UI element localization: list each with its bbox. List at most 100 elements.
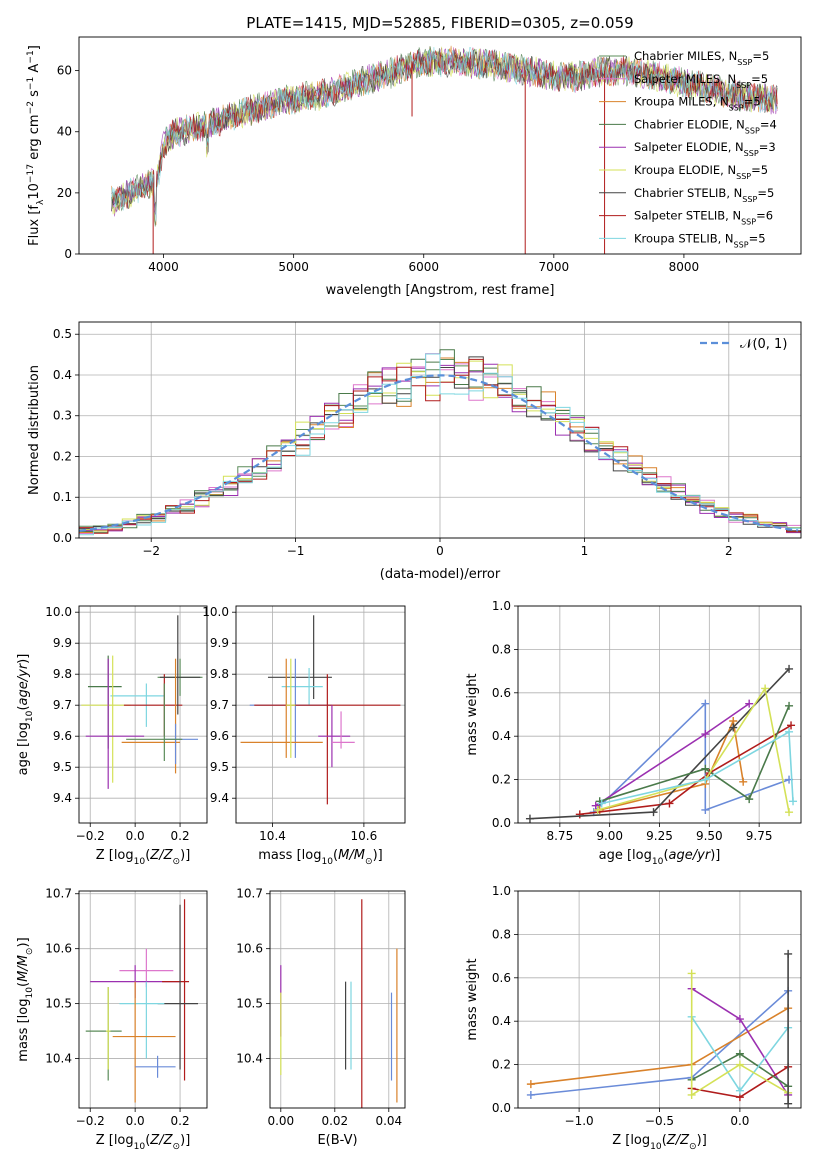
label-part: 10: [652, 857, 664, 867]
plot-area: [85, 899, 199, 1103]
weight-marker: [784, 1099, 793, 1108]
y-tick-label: 0.0: [53, 531, 72, 545]
label-part: (: [16, 982, 31, 987]
label-part: (: [145, 1133, 150, 1148]
x-tick-label: 5000: [278, 260, 309, 274]
y-tick-label: 9.4: [210, 791, 229, 805]
x-tick-label: −0.2: [76, 1114, 105, 1128]
label-part: erg cm: [27, 114, 42, 163]
x-tick-label: 6000: [408, 260, 439, 274]
label-part: 10: [27, 183, 42, 200]
plot-area: [240, 615, 401, 805]
y-tick-label: 0.2: [492, 773, 511, 787]
label-part: s: [27, 90, 42, 101]
label-part: Kroupa STELIB, N: [634, 231, 734, 245]
weight-marker: [785, 664, 794, 673]
x-tick-label: 2: [725, 544, 733, 558]
y-tick-label: 0.0: [492, 1101, 511, 1115]
label-part: −17: [26, 164, 36, 183]
label-part: =4: [760, 117, 777, 131]
axes-frame: [78, 605, 208, 824]
axes-frame: [269, 890, 406, 1109]
legend-entry: Kroupa MILES, NSSP=5: [634, 95, 761, 113]
age-vs-mass-panel: 10.4 10.6 9.4 9.5 9.6 9.7 9.8 9.9 10.0 mass [log1…: [202, 605, 406, 867]
y-tick-label: 10.7: [236, 887, 263, 901]
label-part: −2: [26, 101, 36, 114]
x-tick-label: −2: [142, 544, 160, 558]
label-part: )]: [180, 848, 190, 863]
label-part: 10: [25, 987, 35, 999]
weight-marker: [745, 795, 754, 804]
weight-line: [579, 724, 792, 816]
weight-marker: [525, 814, 534, 823]
x-tick-label: 10.6: [351, 829, 378, 843]
label-part: ⊙: [173, 1142, 181, 1152]
plot-area: [81, 615, 203, 789]
weight-marker: [591, 801, 600, 810]
label-part: age [log: [599, 848, 652, 863]
y-tick-label: 9.5: [53, 760, 72, 774]
label-part: Z [log: [96, 848, 134, 863]
spectrum-title: PLATE=1415, MJD=52885, FIBERID=0305, z=0…: [246, 14, 633, 32]
label-part: Chabrier STELIB, N: [634, 186, 742, 200]
label-part: )]: [373, 848, 383, 863]
x-tick-label: −1: [287, 544, 305, 558]
label-part: 10: [134, 857, 146, 867]
y-tick-label: 0.1: [53, 490, 72, 504]
label-part: Salpeter STELIB, N: [634, 209, 741, 223]
label-part: 10: [650, 1142, 662, 1152]
x-tick-label: −0.2: [76, 829, 105, 843]
weight-vs-metallicity-panel: −1.0 −0.5 0.0 0.0 0.2 0.4 0.6 0.8 1.0 Z [log10(Z/…: [465, 884, 802, 1152]
x-tick-label: 9.00: [596, 829, 623, 843]
weight-marker: [575, 810, 584, 819]
y-tick-label: 0.5: [53, 327, 72, 341]
plot-area: [280, 899, 398, 1108]
label-part: SSP: [742, 194, 757, 203]
x-tick-label: 8.75: [546, 829, 573, 843]
y-tick-label: 20: [57, 186, 72, 200]
label-part: ⊙: [689, 1142, 697, 1152]
label-part: ⊙: [25, 947, 35, 955]
label-part: Kroupa MILES, N: [634, 95, 729, 109]
legend-entry: Chabrier MILES, NSSP=5: [634, 49, 769, 67]
y-tick-label: 9.4: [53, 791, 72, 805]
x-tick-label: 9.75: [746, 829, 773, 843]
label-part: =5: [744, 95, 761, 109]
legend-entry: Chabrier ELODIE, NSSP=4: [634, 117, 777, 135]
weight-marker: [665, 799, 674, 808]
x-tick-label: 7000: [539, 260, 570, 274]
weight-marker: [735, 1015, 744, 1024]
weight-vs-age-panel: 8.75 9.00 9.25 9.50 9.75 0.0 0.2 0.4 0.6 0.8 1.0 ag…: [465, 599, 802, 867]
weight-marker: [701, 775, 710, 784]
y-tick-label: 9.5: [210, 760, 229, 774]
x-axis-label: Z [log10(Z/Z⊙)]: [612, 1133, 707, 1152]
x-tick-label: 10.4: [259, 829, 286, 843]
weight-marker: [739, 777, 748, 786]
y-tick-label: 10.6: [45, 942, 72, 956]
y-tick-label: 40: [57, 125, 72, 139]
y-tick-label: 0: [64, 247, 72, 261]
y-tick-label: 10.5: [45, 997, 72, 1011]
legend-entry: Kroupa STELIB, NSSP=5: [634, 231, 766, 249]
weight-marker: [735, 1060, 744, 1069]
axes-frame: [78, 890, 208, 1109]
y-tick-label: 9.9: [53, 636, 72, 650]
y-tick-label: 10.5: [236, 997, 263, 1011]
spectrum-panel: 4000 5000 6000 7000 8000 0 20 40 60 PLATE=1415, M…: [26, 14, 802, 298]
plot-area: [79, 349, 801, 536]
y-tick-label: 10.4: [45, 1052, 72, 1066]
y-tick-label: 0.3: [53, 409, 72, 423]
weight-line: [597, 686, 790, 813]
spectrum-line: [111, 48, 778, 218]
x-tick-label: 0.02: [321, 1114, 348, 1128]
weight-marker: [789, 797, 798, 806]
label-part: 10: [134, 1142, 146, 1152]
axes-frame: [235, 605, 406, 824]
y-tick-label: 9.8: [53, 667, 72, 681]
y-tick-label: 1.0: [492, 884, 511, 898]
y-axis-label: mass weight: [465, 673, 480, 755]
y-tick-label: 0.0: [492, 816, 511, 830]
weight-line: [529, 668, 790, 820]
weight-marker: [785, 727, 794, 736]
x-axis-label: age [log10(age/yr)]: [599, 848, 721, 867]
